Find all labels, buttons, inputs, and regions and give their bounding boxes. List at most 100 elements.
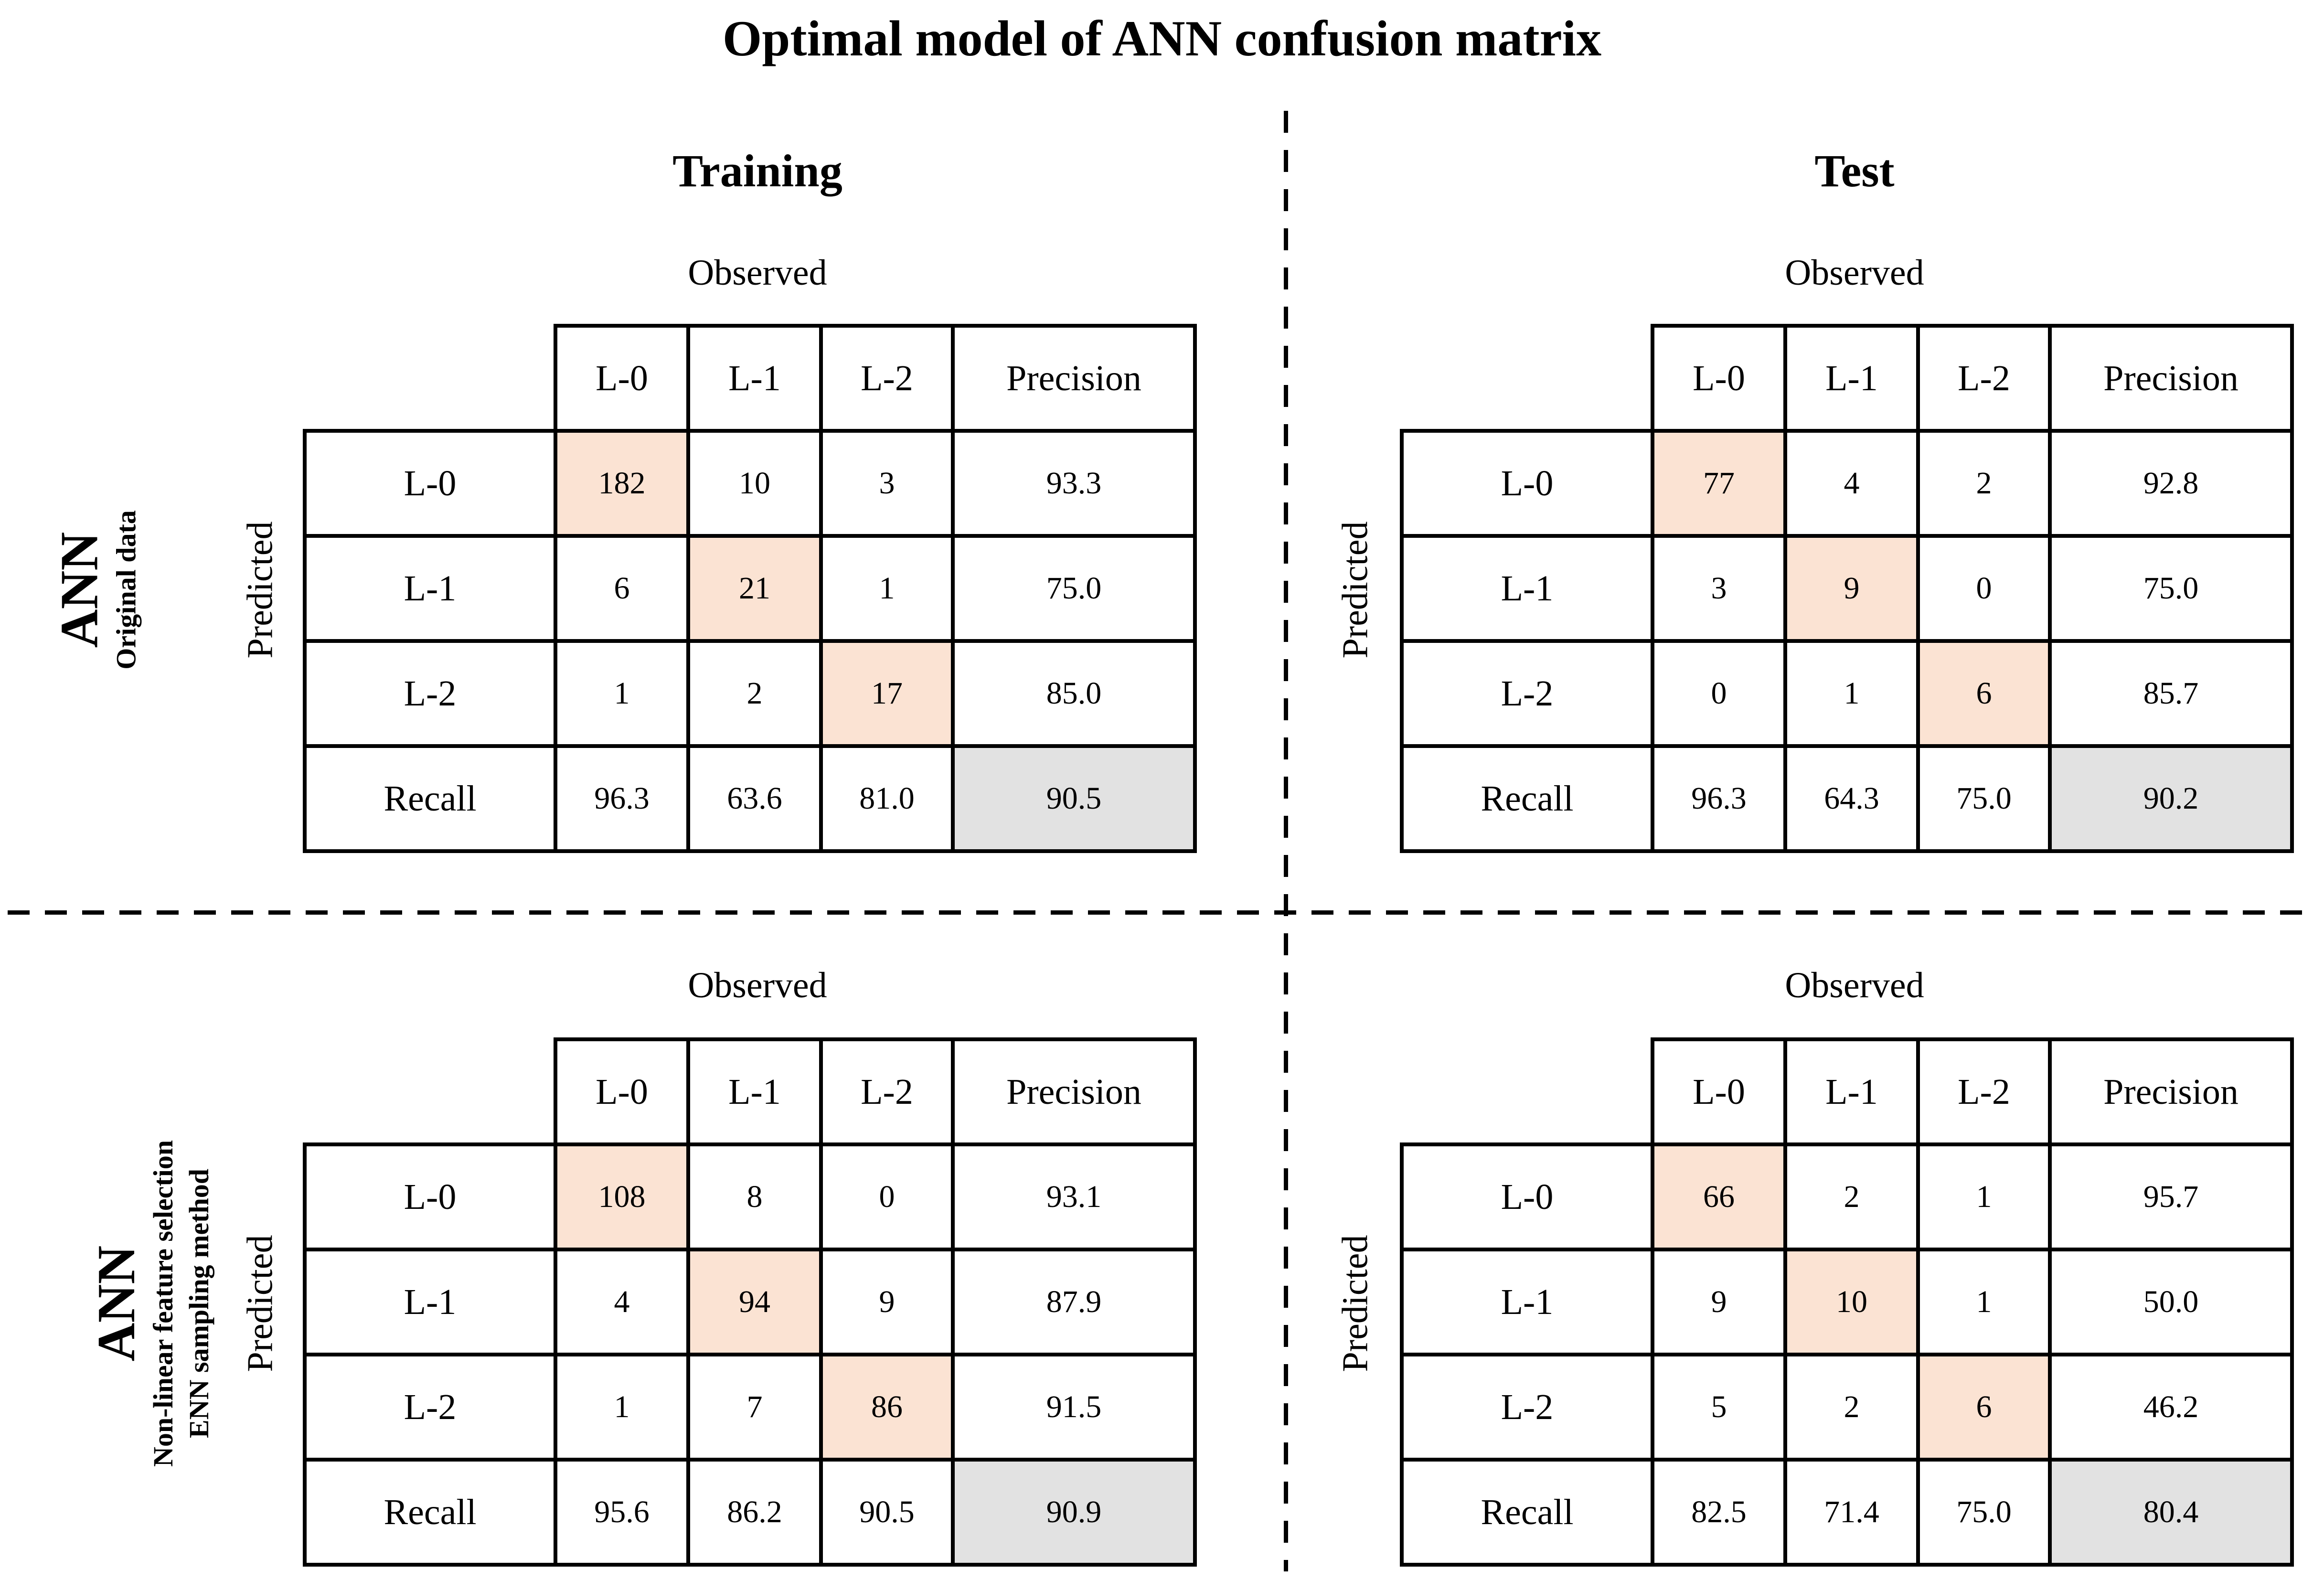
table-row: L-2 5 2 6 46.2 (1400, 1353, 2294, 1462)
diagonal-value-cell: 17 (819, 639, 955, 748)
value-cell: 3 (819, 429, 955, 538)
table-row: L-0 182 10 3 93.3 (303, 429, 1197, 538)
table-row: L-0 L-1 L-2 Precision (1402, 1037, 2294, 1146)
recall-cell: 95.6 (554, 1458, 690, 1567)
vertical-divider-dashed (1284, 111, 1288, 1571)
precision-cell: 46.2 (2048, 1353, 2294, 1462)
table-row: L-0 L-1 L-2 Precision (1402, 324, 2294, 433)
value-cell: 2 (686, 639, 823, 748)
table-row: L-0 L-1 L-2 Precision (305, 1037, 1197, 1146)
value-cell: 2 (1916, 429, 2052, 538)
col-header-cell: L-1 (1783, 1037, 1920, 1146)
value-cell: 0 (1651, 639, 1787, 748)
table-row: L-1 3 9 0 75.0 (1400, 534, 2294, 643)
col-header-cell: Precision (2048, 324, 2294, 433)
col-header-cell: L-0 (554, 1037, 690, 1146)
recall-cell: 86.2 (686, 1458, 823, 1567)
recall-cell: 75.0 (1916, 744, 2052, 853)
table-row: Recall 95.6 86.2 90.5 90.9 (303, 1458, 1197, 1567)
col-header-cell: Precision (951, 1037, 1197, 1146)
table-row: L-0 L-1 L-2 Precision (305, 324, 1197, 433)
precision-cell: 93.1 (951, 1142, 1197, 1251)
horizontal-divider-dashed (8, 910, 2316, 915)
diagonal-value-cell: 66 (1651, 1142, 1787, 1251)
precision-cell: 85.7 (2048, 639, 2294, 748)
table-row: L-1 9 10 1 50.0 (1400, 1248, 2294, 1356)
col-header-cell: L-1 (686, 1037, 823, 1146)
table-row: L-0 108 8 0 93.1 (303, 1142, 1197, 1251)
precision-cell: 87.9 (951, 1248, 1197, 1356)
col-header-cell: L-1 (1783, 324, 1920, 433)
row-label-cell: Recall (303, 744, 557, 853)
value-cell: 2 (1783, 1353, 1920, 1462)
value-cell: 8 (686, 1142, 823, 1251)
row-label-cell: L-0 (303, 429, 557, 538)
precision-cell: 75.0 (2048, 534, 2294, 643)
row-label-cell: L-1 (303, 534, 557, 643)
diagonal-value-cell: 182 (554, 429, 690, 538)
row-label-cell: Recall (303, 1458, 557, 1567)
diagonal-value-cell: 21 (686, 534, 823, 643)
value-cell: 3 (1651, 534, 1787, 643)
value-cell: 4 (1783, 429, 1920, 538)
observed-label: Observed (688, 253, 827, 293)
precision-cell: 93.3 (951, 429, 1197, 538)
row-label-cell: L-2 (303, 1353, 557, 1462)
recall-cell: 81.0 (819, 744, 955, 853)
table-row: L-0 77 4 2 92.8 (1400, 429, 2294, 538)
value-cell: 1 (554, 1353, 690, 1462)
table-row: L-2 1 2 17 85.0 (303, 639, 1197, 748)
value-cell: 6 (554, 534, 690, 643)
observed-label: Observed (1785, 253, 1924, 293)
recall-cell: 90.5 (819, 1458, 955, 1567)
row-label-cell: L-1 (1400, 1248, 1654, 1356)
col-header-cell: L-2 (1916, 1037, 2052, 1146)
col-header-cell: L-0 (1651, 1037, 1787, 1146)
model-subtitle-line: ENN sampling method (183, 1169, 214, 1438)
row-label-cell: L-1 (1400, 534, 1654, 643)
predicted-label: Predicted (1335, 1235, 1375, 1372)
value-cell: 10 (686, 429, 823, 538)
row-label-cell: Recall (1400, 1458, 1654, 1567)
observed-label: Observed (1785, 965, 1924, 1005)
precision-cell: 75.0 (951, 534, 1197, 643)
observed-label: Observed (688, 965, 827, 1005)
predicted-label: Predicted (240, 521, 280, 659)
recall-cell: 64.3 (1783, 744, 1920, 853)
phase-header-training: Training (672, 145, 842, 196)
row-label-cell: L-0 (1400, 429, 1654, 538)
col-header-cell: Precision (951, 324, 1197, 433)
phase-header-test: Test (1814, 145, 1895, 196)
value-cell: 1 (554, 639, 690, 748)
predicted-label: Predicted (240, 1235, 280, 1372)
col-header-cell: L-2 (819, 324, 955, 433)
value-cell: 2 (1783, 1142, 1920, 1251)
diagonal-value-cell: 10 (1783, 1248, 1920, 1356)
confusion-matrix-enn-training: L-0 L-1 L-2 Precision L-0 108 8 0 93.1 L… (303, 1037, 1197, 1567)
model-subtitle-line: Non-linear feature selection (147, 1140, 179, 1467)
model-group-enn: ANN Non-linear feature selection ENN sam… (87, 1140, 217, 1467)
recall-cell: 71.4 (1783, 1458, 1920, 1567)
recall-cell: 82.5 (1651, 1458, 1787, 1567)
precision-cell: 95.7 (2048, 1142, 2294, 1251)
corner-cell (1402, 326, 1652, 431)
value-cell: 5 (1651, 1353, 1787, 1462)
model-subtitle-line: Original data (110, 510, 142, 670)
row-label-cell: L-0 (1400, 1142, 1654, 1251)
value-cell: 1 (1916, 1142, 2052, 1251)
col-header-cell: L-2 (1916, 324, 2052, 433)
value-cell: 1 (1916, 1248, 2052, 1356)
diagonal-value-cell: 9 (1783, 534, 1920, 643)
diagonal-value-cell: 94 (686, 1248, 823, 1356)
overall-accuracy-cell: 80.4 (2048, 1458, 2294, 1567)
row-label-cell: L-1 (303, 1248, 557, 1356)
overall-accuracy-cell: 90.5 (951, 744, 1197, 853)
precision-cell: 50.0 (2048, 1248, 2294, 1356)
table-row: L-1 4 94 9 87.9 (303, 1248, 1197, 1356)
precision-cell: 92.8 (2048, 429, 2294, 538)
value-cell: 7 (686, 1353, 823, 1462)
diagonal-value-cell: 86 (819, 1353, 955, 1462)
value-cell: 9 (819, 1248, 955, 1356)
table-row: L-0 66 2 1 95.7 (1400, 1142, 2294, 1251)
predicted-label: Predicted (1335, 521, 1375, 659)
